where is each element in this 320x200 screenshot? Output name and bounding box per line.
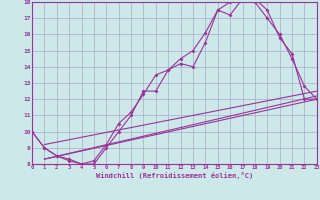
- X-axis label: Windchill (Refroidissement éolien,°C): Windchill (Refroidissement éolien,°C): [96, 172, 253, 179]
